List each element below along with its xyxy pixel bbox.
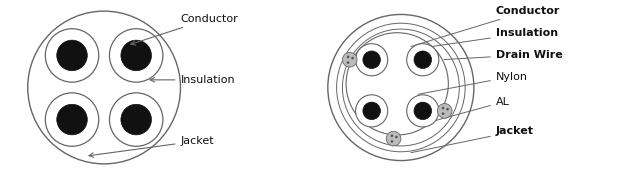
Circle shape [356,95,388,127]
Circle shape [351,57,354,60]
Circle shape [57,104,87,135]
Text: Jacket: Jacket [89,136,214,157]
Text: Jacket: Jacket [411,126,534,153]
Text: Drain Wire: Drain Wire [444,50,563,60]
Circle shape [442,112,444,115]
Circle shape [121,104,151,135]
Circle shape [363,102,381,120]
Circle shape [414,102,432,120]
Circle shape [407,95,439,127]
Text: Nylon: Nylon [418,72,528,94]
Circle shape [363,51,381,68]
Text: Conductor: Conductor [131,14,238,45]
Circle shape [57,40,87,71]
Circle shape [414,51,432,68]
Text: AL: AL [426,97,510,123]
Circle shape [395,136,397,138]
Text: Conductor: Conductor [411,6,560,47]
Circle shape [407,44,439,76]
Circle shape [347,61,350,64]
Circle shape [347,56,350,58]
Circle shape [391,140,393,143]
Circle shape [328,15,474,160]
Circle shape [437,104,452,118]
Text: Insulation: Insulation [429,28,558,47]
Circle shape [110,29,163,82]
Circle shape [28,11,181,164]
Circle shape [442,107,444,109]
Circle shape [110,93,163,146]
Circle shape [386,131,401,146]
Text: Insulation: Insulation [150,75,235,85]
Circle shape [121,40,151,71]
Circle shape [45,93,99,146]
Circle shape [343,52,357,67]
Circle shape [45,29,99,82]
Circle shape [446,108,449,111]
Circle shape [391,134,393,137]
Circle shape [356,44,388,76]
